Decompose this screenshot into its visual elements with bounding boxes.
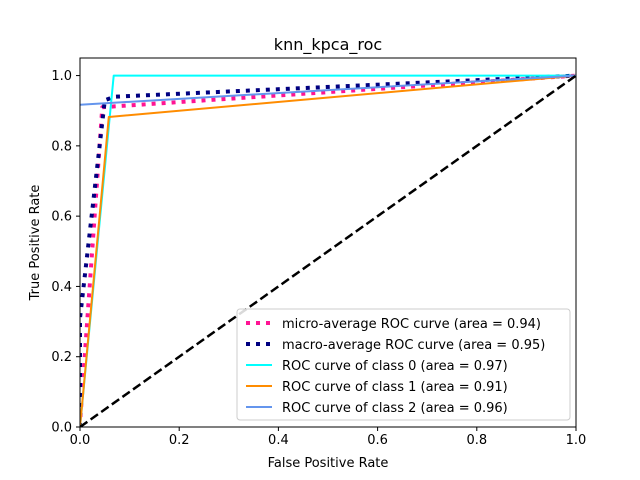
x-tick-label: 1.0	[566, 433, 587, 448]
legend-box	[236, 308, 571, 421]
y-tick-label: 1.0	[51, 69, 72, 84]
series-line-3	[80, 74, 576, 427]
legend-label: macro-average ROC curve (area = 0.95)	[282, 338, 545, 353]
legend-label: micro-average ROC curve (area = 0.94)	[282, 317, 541, 332]
series-line-4	[80, 74, 576, 106]
legend: micro-average ROC curve (area = 0.94) mac…	[236, 308, 571, 421]
x-tick-label: 0.8	[466, 433, 487, 448]
series-line-0	[80, 73, 576, 427]
legend-label: ROC curve of class 2 (area = 0.96)	[282, 401, 508, 416]
y-tick-label: 0.2	[51, 350, 72, 365]
axes-frame	[79, 57, 577, 428]
y-tick-label: 0.6	[51, 210, 72, 225]
x-axis-label: False Positive Rate	[268, 456, 389, 471]
plot-area	[80, 73, 576, 427]
x-tick-label: 0.4	[268, 433, 289, 448]
y-tick-label: 0.0	[51, 421, 72, 436]
legend-label: ROC curve of class 0 (area = 0.97)	[282, 359, 508, 374]
x-tick-label: 0.0	[70, 433, 91, 448]
x-tick-label: 0.2	[169, 433, 190, 448]
axis-ticks: 0.0 0.2 0.4 0.6 0.8 1.0 0.0 0.2 0.4 0.6 0.8 1.0	[51, 69, 586, 448]
y-tick-label: 0.4	[51, 280, 72, 295]
legend-label: ROC curve of class 1 (area = 0.91)	[282, 380, 508, 395]
chart-title: knn_kpca_roc	[274, 35, 382, 55]
series-line-1	[80, 73, 576, 427]
y-tick-label: 0.8	[51, 139, 72, 154]
x-tick-label: 0.6	[367, 433, 388, 448]
y-axis-label: True Positive Rate	[28, 185, 43, 302]
chance-diagonal-line	[80, 74, 576, 427]
